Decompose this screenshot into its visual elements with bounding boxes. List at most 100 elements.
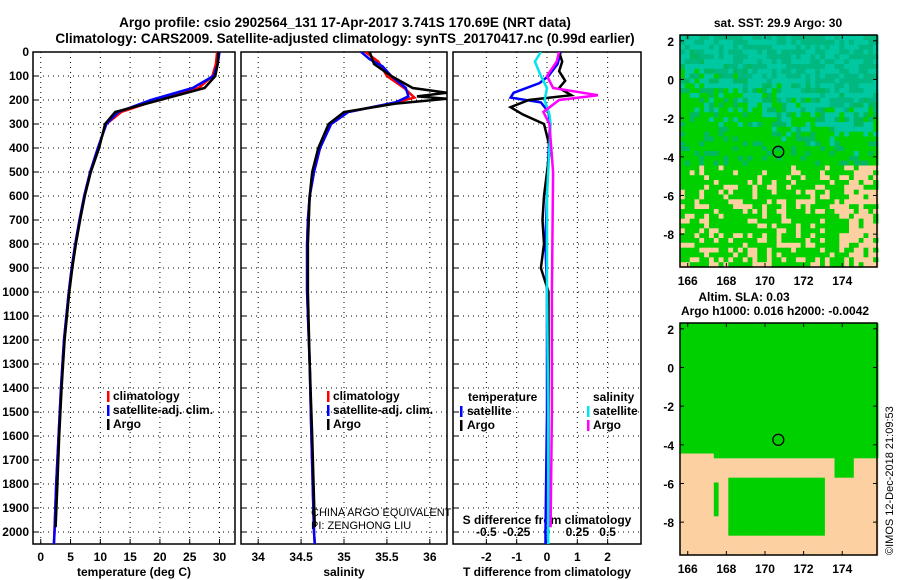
map-cell (723, 68, 729, 75)
map-cell (766, 59, 773, 65)
map-cell (752, 175, 758, 181)
map-cell (723, 516, 729, 522)
map-cell (762, 107, 768, 113)
map-cell (858, 54, 865, 60)
map-cell (694, 526, 700, 532)
map-cell (694, 468, 700, 474)
map-cell (757, 102, 763, 109)
map-cell (742, 213, 749, 220)
map-cell (824, 468, 831, 474)
map-cell (839, 238, 845, 244)
map-cell (786, 414, 792, 421)
map-cell (757, 511, 763, 517)
map-cell (824, 242, 831, 249)
map-cell (728, 347, 734, 353)
map-cell (820, 218, 826, 225)
map-cell (689, 501, 696, 508)
map-cell (737, 54, 744, 60)
map-cell (839, 487, 845, 493)
map-cell (723, 78, 729, 84)
map-cell (849, 458, 855, 464)
map-cell (771, 107, 778, 113)
map-cell (873, 361, 879, 368)
map-cell (829, 521, 836, 527)
map-cell (766, 405, 773, 411)
map-cell (684, 54, 691, 60)
map-cell (849, 434, 855, 440)
map-cell (815, 550, 821, 556)
map-cell (723, 545, 729, 551)
map-cell (834, 262, 840, 268)
map-cell (737, 371, 744, 377)
map-cell (815, 323, 821, 329)
map-cell (829, 59, 836, 65)
map-cell (844, 199, 850, 205)
map-cell (858, 337, 865, 343)
map-cell (805, 160, 811, 167)
map-cell (834, 228, 840, 234)
map-cell (853, 361, 860, 368)
map-cell (868, 194, 874, 200)
map-cell (737, 78, 744, 84)
map-cell (858, 160, 865, 167)
map-cell (849, 54, 855, 60)
map-cell (868, 223, 874, 229)
map-cell (728, 44, 734, 51)
map-cell (795, 323, 802, 329)
map-cell (863, 468, 869, 474)
map-cell (757, 468, 763, 474)
map-cell (839, 151, 845, 157)
map-cell (699, 155, 705, 162)
map-cell (805, 35, 811, 41)
x-tick-label: 35 (337, 550, 351, 564)
map-cell (723, 501, 729, 508)
map-cell (776, 117, 782, 123)
map-cell (849, 160, 855, 167)
map-cell (795, 107, 802, 113)
map-cell (762, 252, 768, 258)
map-cell (694, 472, 700, 479)
map-cell (805, 126, 811, 133)
map-cell (810, 160, 816, 167)
map-cell (786, 165, 792, 171)
map-cell (776, 64, 782, 70)
map-cell (757, 385, 763, 392)
map-cell (858, 189, 865, 196)
map-cell (868, 352, 874, 358)
map-cell (786, 501, 792, 508)
map-cell (873, 395, 879, 401)
plot-frame (240, 51, 448, 545)
map-cell (718, 112, 724, 118)
map-cell (839, 361, 845, 368)
map-cell (776, 424, 782, 430)
map-cell (709, 453, 715, 459)
map-cell (747, 342, 753, 348)
map-cell (795, 342, 802, 348)
map-cell (868, 59, 874, 65)
map-cell (689, 88, 696, 94)
map-cell (762, 102, 768, 109)
map-cell (853, 131, 860, 138)
map-cell (684, 146, 691, 152)
map-cell (680, 410, 686, 416)
map-cell (820, 228, 826, 234)
map-cell (810, 199, 816, 205)
map-cell (863, 434, 869, 440)
map-cell (810, 419, 816, 426)
map-cell (791, 352, 797, 358)
map-cell (699, 526, 705, 532)
map-cell (849, 482, 855, 488)
map-cell (810, 262, 816, 268)
map-cell (709, 59, 715, 65)
map-cell (781, 83, 787, 89)
map-cell (747, 54, 753, 60)
map-cell (713, 112, 720, 118)
map-cell (747, 136, 753, 142)
map-cell (786, 175, 792, 181)
map-cell (868, 199, 874, 205)
map-cell (699, 39, 705, 46)
map-cell (805, 155, 811, 162)
map-cell (776, 497, 782, 503)
map-cell (776, 262, 782, 268)
map-cell (858, 521, 865, 527)
